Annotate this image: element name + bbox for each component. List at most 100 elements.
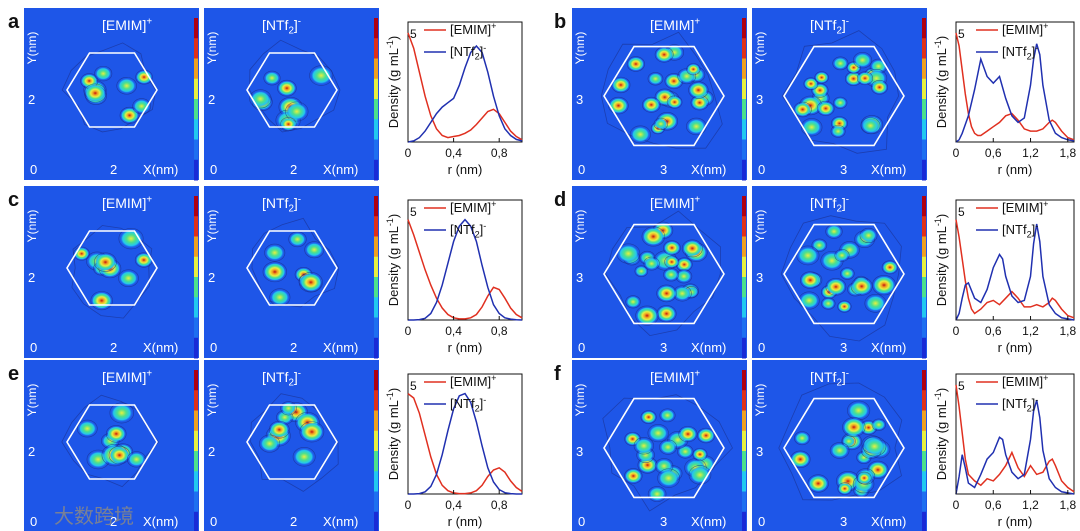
x-tick-label: 0 — [953, 498, 960, 512]
contour-line — [73, 246, 90, 261]
contour-line — [653, 117, 669, 131]
density-hotspot — [78, 420, 97, 437]
density-hotspot — [625, 469, 642, 483]
density-hotspot — [826, 225, 842, 238]
contour-line — [656, 284, 677, 303]
map-x-tick-label: 3 — [660, 514, 667, 529]
map-x-tick-label: 0 — [30, 162, 37, 177]
colorbar-segment — [742, 297, 746, 318]
contour-line — [781, 30, 900, 154]
contour-line — [688, 81, 709, 99]
contour-line — [837, 300, 852, 313]
map-x-tick-label: 2 — [110, 162, 117, 177]
density-hotspot — [794, 102, 811, 117]
map-x-axis-label: X(nm) — [871, 340, 906, 355]
species-label: [EMIM]+ — [650, 194, 700, 211]
contour-line — [807, 474, 829, 493]
x-tick-label: 1,8 — [1059, 498, 1076, 512]
density-hotspot — [657, 285, 676, 302]
legend-label: [NTf2]- — [450, 221, 486, 239]
contour-line — [800, 118, 823, 137]
density-hotspot — [851, 278, 872, 295]
density-hotspot — [861, 118, 880, 134]
colorbar-segment — [742, 370, 746, 391]
map-x-tick-label: 0 — [758, 340, 765, 355]
colorbar-segment — [374, 139, 378, 161]
legend-label: [EMIM]+ — [450, 21, 496, 37]
contour-line — [633, 437, 655, 455]
x-tick-label: 1,8 — [1059, 146, 1076, 160]
colorbar-segment — [374, 236, 378, 258]
contour-line — [856, 71, 874, 86]
density-hotspot — [648, 72, 663, 85]
contour-line — [840, 267, 855, 280]
density-hotspot — [831, 125, 845, 137]
density-hotspot — [627, 57, 644, 71]
density-hotspot — [655, 47, 673, 62]
density-hotspot — [85, 84, 106, 102]
hexagon-frame — [246, 230, 338, 306]
colorbar-segment — [374, 119, 378, 140]
map-x-tick-label: 2 — [110, 514, 117, 529]
contour-line — [624, 468, 643, 484]
map-x-tick-label: 0 — [30, 340, 37, 355]
density-hotspot — [110, 403, 133, 423]
map-x-tick-label: 0 — [210, 514, 217, 529]
density-hotspot — [634, 438, 653, 454]
density-map-background — [204, 186, 379, 358]
colorbar-segment — [742, 58, 746, 80]
x-axis-label: r (nm) — [998, 162, 1033, 177]
map-y-axis-label: Y(nm) — [25, 210, 39, 243]
species-label: [NTf2]- — [262, 16, 301, 36]
contour-line — [796, 245, 820, 266]
colorbar-segment — [922, 511, 926, 531]
colorbar-segment — [374, 216, 378, 237]
map-x-axis-label: X(nm) — [871, 514, 906, 529]
colorbar-segment — [374, 410, 378, 432]
density-hotspot — [265, 244, 285, 261]
density-hotspot — [648, 425, 668, 442]
species-label: [NTf2]- — [810, 368, 849, 388]
species-label: [EMIM]+ — [102, 194, 152, 211]
map-x-tick-label: 2 — [290, 514, 297, 529]
colorbar-segment — [922, 491, 926, 513]
density-hotspot — [617, 244, 639, 263]
density-hotspot — [808, 475, 828, 492]
density-hotspot — [791, 451, 810, 467]
x-axis-label: r (nm) — [448, 340, 483, 355]
map-x-axis-label: X(nm) — [691, 340, 726, 355]
map-x-axis-label: X(nm) — [691, 162, 726, 177]
density-hotspot — [135, 253, 152, 267]
contour-line — [811, 238, 828, 252]
density-hotspot — [120, 107, 139, 123]
panel-letter: e — [8, 363, 19, 385]
plot-frame — [955, 373, 1075, 495]
density-hotspot — [644, 257, 659, 270]
species-label: [NTf2]- — [810, 194, 849, 214]
y-axis-label: Density (g mL-1) — [933, 214, 949, 307]
colorbar-segment — [922, 390, 926, 411]
contour-line — [298, 272, 323, 293]
contour-line — [870, 80, 889, 95]
y-tick-label: 5 — [958, 379, 965, 393]
colorbar-segment — [194, 216, 198, 237]
contour-line — [634, 265, 649, 278]
colorbar-segment — [374, 99, 378, 120]
contour-line — [249, 89, 272, 109]
density-hotspot — [845, 72, 862, 86]
map-x-tick-label: 3 — [660, 162, 667, 177]
density-hotspot — [815, 72, 829, 83]
map-y-axis-label: Y(nm) — [205, 210, 219, 243]
contour-line — [264, 243, 286, 262]
density-hotspot — [830, 443, 849, 458]
colorbar-segment — [922, 256, 926, 278]
panel-letter: b — [554, 11, 566, 33]
colorbar-segment — [194, 370, 198, 391]
colorbar-segment — [194, 511, 198, 531]
contour-line — [862, 436, 887, 457]
hexagon-frame — [246, 52, 338, 128]
contour-line — [119, 106, 140, 124]
density-hotspot — [691, 95, 708, 110]
map-x-tick-label: 0 — [30, 514, 37, 529]
contour-line — [678, 425, 698, 443]
